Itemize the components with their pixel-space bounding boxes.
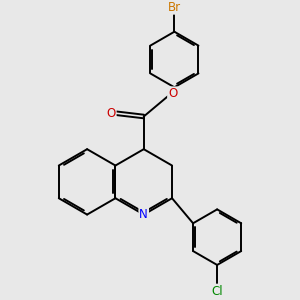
Text: Cl: Cl	[211, 285, 223, 298]
Text: N: N	[140, 208, 148, 221]
Text: O: O	[168, 87, 177, 100]
Text: O: O	[106, 107, 116, 120]
Text: Br: Br	[168, 1, 181, 14]
